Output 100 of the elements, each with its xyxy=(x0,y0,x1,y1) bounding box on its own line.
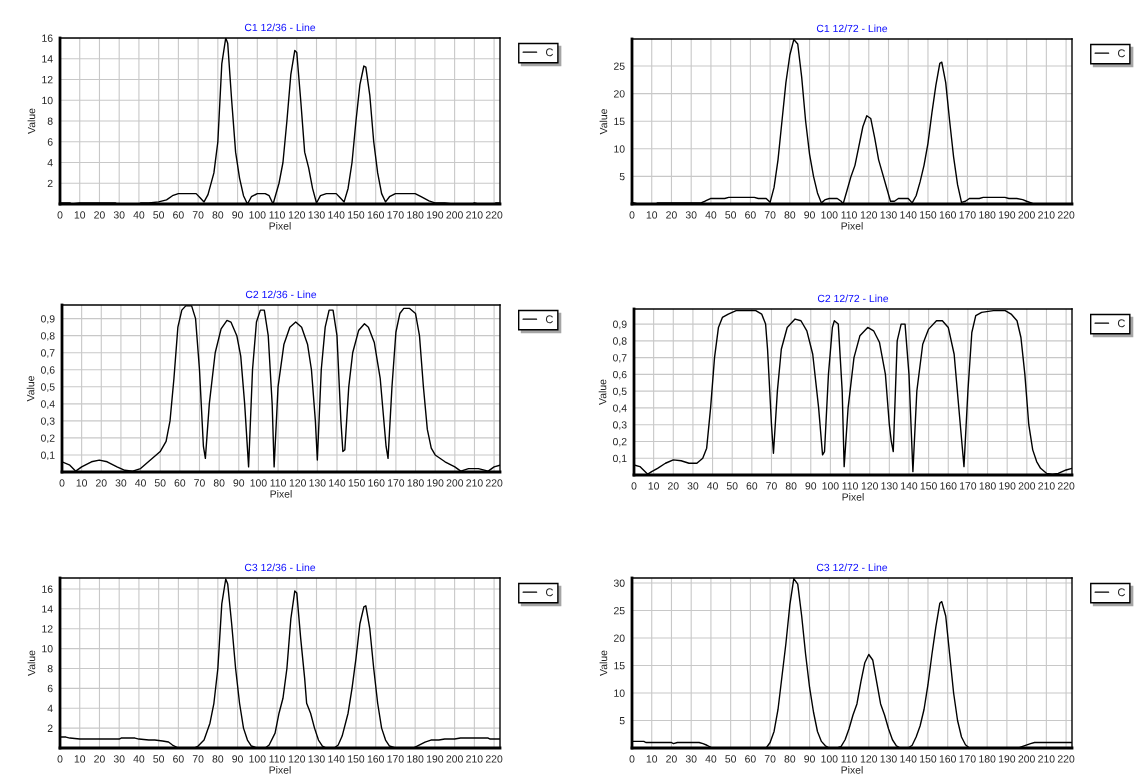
x-axis-title: Pixel xyxy=(841,766,863,774)
y-tick-label: 0,3 xyxy=(612,421,627,430)
x-tick-label: 140 xyxy=(328,211,345,219)
x-tick-label: 120 xyxy=(860,755,878,763)
x-tick-label: 160 xyxy=(939,211,956,219)
y-axis-title: Value xyxy=(27,108,36,134)
x-tick-label: 150 xyxy=(348,755,365,763)
x-tick-label: 110 xyxy=(270,479,286,487)
x-tick-label: 140 xyxy=(900,211,917,219)
y-tick-label: 0,9 xyxy=(40,315,55,324)
x-tick-label: 170 xyxy=(388,479,405,487)
x-tick-label: 40 xyxy=(133,755,145,763)
x-tick-label: 110 xyxy=(269,211,285,219)
x-tick-label: 220 xyxy=(485,755,503,763)
x-tick-label: 200 xyxy=(1018,482,1036,490)
x-tick-label: 100 xyxy=(250,479,267,487)
y-tick-label: 2 xyxy=(47,724,53,732)
y-tick-label: 0,3 xyxy=(40,417,55,426)
legend-label: C xyxy=(1117,588,1126,597)
chart-title: C1 12/36 - Line xyxy=(244,23,316,32)
y-tick-label: 25 xyxy=(613,606,625,615)
x-tick-label: 60 xyxy=(174,479,186,487)
y-tick-label: 0,4 xyxy=(40,400,55,409)
y-tick-label: 0,8 xyxy=(40,332,55,341)
x-tick-label: 50 xyxy=(154,479,166,487)
x-tick-label: 80 xyxy=(784,755,796,763)
y-tick-label: 10 xyxy=(42,96,53,105)
y-tick-label: 4 xyxy=(47,704,53,713)
y-axis-title: Value xyxy=(599,109,608,135)
y-tick-label: 8 xyxy=(47,664,53,673)
x-tick-label: 150 xyxy=(920,755,937,763)
x-tick-label: 30 xyxy=(685,755,697,763)
y-tick-label: 0,9 xyxy=(612,320,627,330)
line-series xyxy=(62,305,500,472)
x-tick-label: 70 xyxy=(764,211,776,219)
legend-label: C xyxy=(545,588,554,597)
x-tick-label: 130 xyxy=(308,755,325,763)
x-tick-label: 90 xyxy=(804,211,815,219)
chart-title: C2 12/72 - Line xyxy=(817,294,889,303)
x-tick-label: 60 xyxy=(745,211,756,219)
x-tick-label: 220 xyxy=(1057,755,1075,763)
x-tick-label: 190 xyxy=(427,479,444,487)
x-tick-label: 60 xyxy=(173,755,184,763)
x-tick-label: 120 xyxy=(288,755,306,763)
x-tick-label: 150 xyxy=(348,479,365,487)
y-tick-label: 0,7 xyxy=(612,354,627,363)
x-tick-label: 30 xyxy=(113,755,125,763)
y-tick-label: 0,5 xyxy=(40,383,55,392)
x-tick-label: 130 xyxy=(308,211,325,219)
chart-title: C2 12/36 - Line xyxy=(245,290,317,299)
x-axis-title: Pixel xyxy=(270,490,292,498)
y-tick-label: 10 xyxy=(614,689,625,697)
x-tick-label: 80 xyxy=(212,211,224,219)
x-tick-label: 20 xyxy=(96,479,107,487)
x-tick-label: 70 xyxy=(192,755,204,763)
x-tick-label: 100 xyxy=(821,755,838,763)
x-tick-label: 100 xyxy=(249,211,266,219)
x-tick-label: 170 xyxy=(387,211,404,219)
y-tick-label: 15 xyxy=(614,662,625,670)
x-tick-label: 10 xyxy=(74,211,86,219)
x-tick-label: 40 xyxy=(705,755,717,763)
legend-label: C xyxy=(1117,319,1125,328)
x-tick-label: 140 xyxy=(901,482,918,490)
x-tick-label: 10 xyxy=(646,211,658,219)
x-tick-label: 20 xyxy=(666,755,677,763)
x-tick-label: 170 xyxy=(959,755,976,763)
x-tick-label: 60 xyxy=(745,755,756,763)
x-tick-label: 180 xyxy=(407,211,424,219)
x-tick-label: 130 xyxy=(880,755,897,763)
y-tick-label: 0,7 xyxy=(40,349,55,358)
x-tick-label: 200 xyxy=(1018,755,1035,763)
x-tick-label: 200 xyxy=(446,755,463,763)
x-tick-label: 30 xyxy=(685,211,697,219)
x-tick-label: 140 xyxy=(328,755,345,763)
chart-title: C1 12/72 - Line xyxy=(816,24,888,33)
y-tick-label: 0,1 xyxy=(612,454,627,464)
chart-title: C3 12/36 - Line xyxy=(244,563,316,572)
x-tick-label: 110 xyxy=(841,211,857,219)
x-tick-label: 140 xyxy=(329,479,346,487)
y-tick-label: 5 xyxy=(619,173,625,181)
x-tick-label: 80 xyxy=(212,755,224,763)
x-tick-label: 20 xyxy=(94,211,105,219)
x-tick-label: 190 xyxy=(998,755,1016,763)
x-tick-label: 110 xyxy=(841,755,857,763)
x-tick-label: 80 xyxy=(785,482,797,490)
x-tick-label: 160 xyxy=(939,755,956,763)
line-series xyxy=(60,578,500,748)
x-tick-label: 150 xyxy=(920,211,937,219)
x-tick-label: 150 xyxy=(348,211,365,219)
y-tick-label: 0,4 xyxy=(612,404,627,414)
legend-label: C xyxy=(1117,49,1126,58)
x-tick-label: 10 xyxy=(646,755,658,763)
x-tick-label: 100 xyxy=(822,482,839,490)
x-tick-label: 120 xyxy=(861,482,878,490)
x-tick-label: 130 xyxy=(881,482,898,490)
x-tick-label: 50 xyxy=(725,755,737,763)
y-tick-label: 20 xyxy=(613,90,625,98)
y-tick-label: 25 xyxy=(613,62,625,70)
y-tick-label: 0,2 xyxy=(40,434,55,444)
y-tick-label: 6 xyxy=(47,684,53,693)
